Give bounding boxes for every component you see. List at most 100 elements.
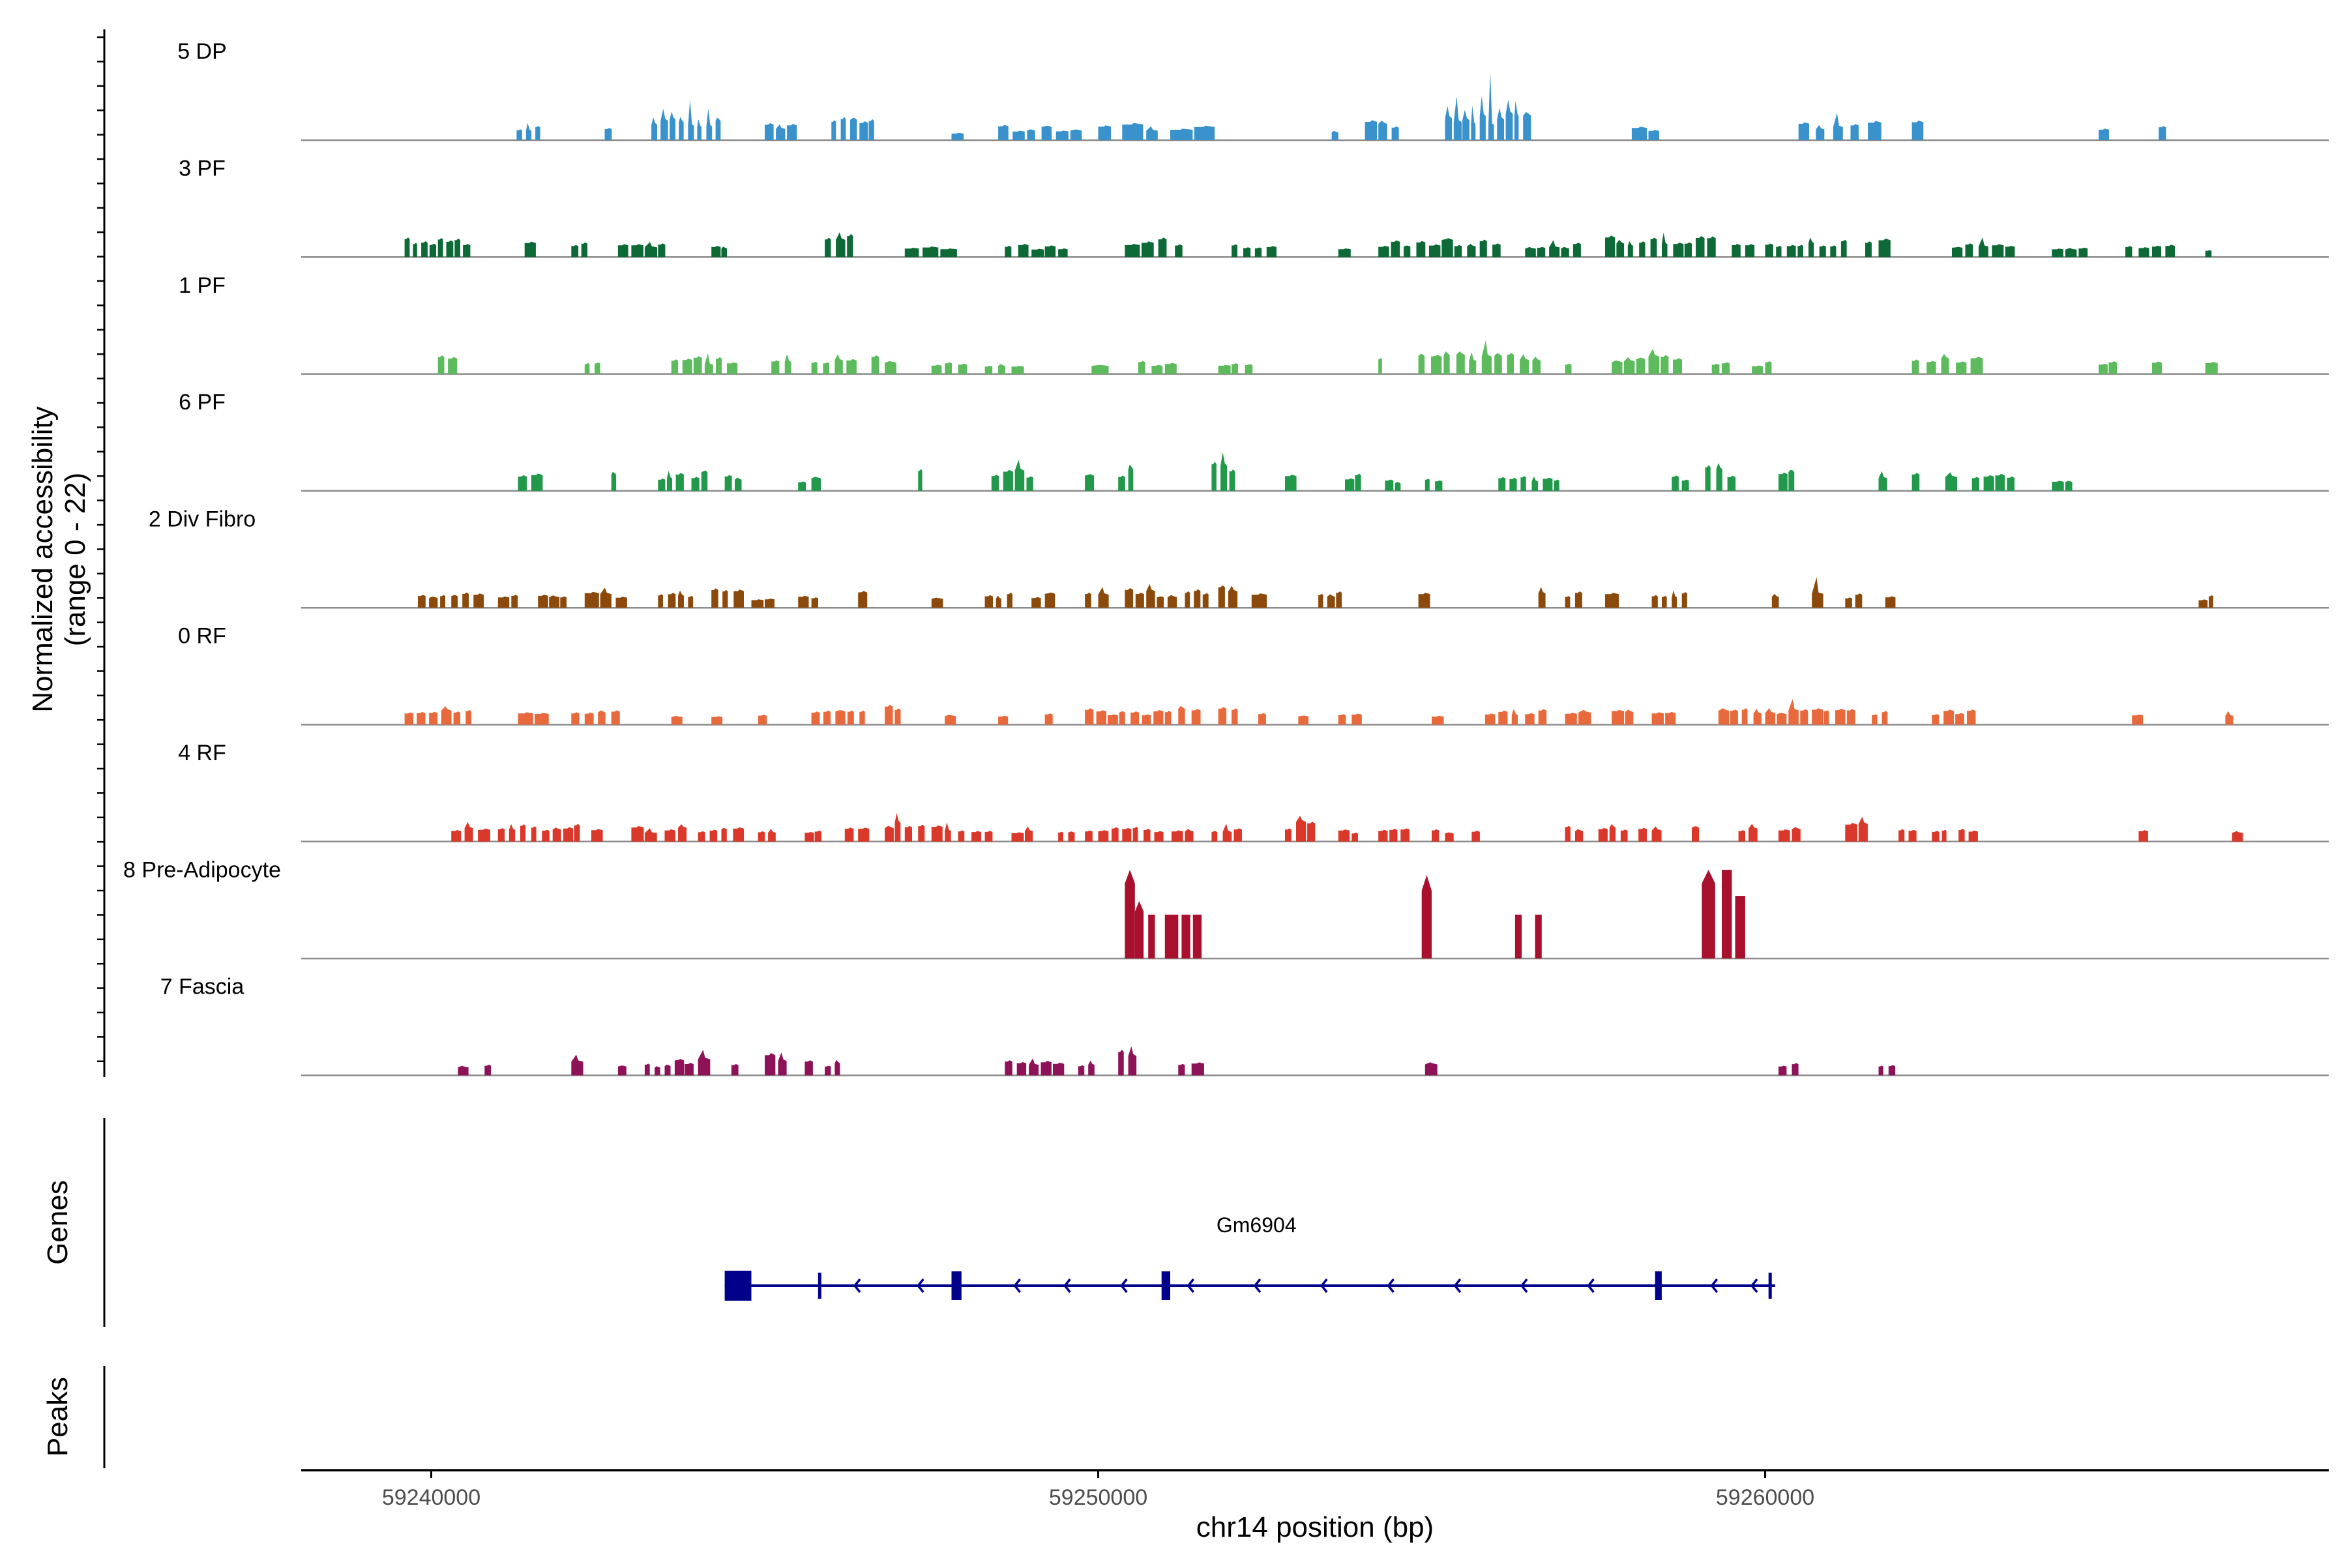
coverage-peak bbox=[2052, 247, 2088, 258]
coverage-peak bbox=[798, 595, 818, 608]
coverage-block bbox=[1148, 914, 1155, 959]
coverage-peak bbox=[1125, 237, 1183, 258]
coverage-peak bbox=[1418, 593, 1430, 608]
coverage-peak bbox=[664, 1059, 685, 1076]
coverage-peak bbox=[1565, 709, 1591, 725]
coverage-peak bbox=[1718, 699, 1855, 725]
coverage-peak bbox=[1752, 361, 1772, 374]
coverage-peak bbox=[458, 1065, 469, 1076]
coverage-peak bbox=[991, 460, 1033, 491]
coverage-peak bbox=[516, 123, 540, 140]
coverage-peak bbox=[945, 715, 956, 725]
coverage-peak bbox=[858, 591, 868, 608]
gene-exon bbox=[724, 1271, 752, 1301]
coverage-peak bbox=[1078, 1060, 1095, 1076]
coverage-peak bbox=[825, 1059, 840, 1076]
coverage-peak bbox=[1005, 1058, 1065, 1076]
coverage-peak bbox=[1258, 713, 1266, 725]
coverage-peak bbox=[711, 716, 722, 725]
coverage-peak bbox=[591, 829, 603, 842]
coverage-peak bbox=[1612, 348, 1682, 374]
coverage-peak bbox=[404, 706, 471, 725]
coverage-peak bbox=[698, 827, 745, 842]
coverage-peak bbox=[1605, 232, 1716, 258]
gene-name-label: Gm6904 bbox=[1217, 1213, 1297, 1237]
coverage-peak bbox=[1285, 475, 1297, 491]
coverage-peak bbox=[1112, 827, 1164, 842]
coverage-peak bbox=[2205, 250, 2212, 258]
track-label: 7 Fascia bbox=[160, 975, 244, 999]
coverage-peak bbox=[1218, 707, 1238, 725]
coverage-peak bbox=[1692, 826, 1700, 842]
coverage-peak bbox=[1058, 831, 1075, 842]
coverage-peak bbox=[531, 823, 580, 842]
y-axis-label-line2: (range 0 - 22) bbox=[59, 473, 91, 647]
track-label: 5 DP bbox=[177, 39, 227, 64]
coverage-peak bbox=[1118, 1046, 1137, 1076]
coverage-peak bbox=[951, 132, 964, 140]
coverage-peak bbox=[604, 128, 612, 140]
coverage-peak bbox=[2225, 711, 2234, 725]
coverage-peak bbox=[2138, 830, 2148, 842]
coverage-peak bbox=[1672, 475, 1689, 491]
coverage-peak bbox=[931, 597, 943, 608]
strand-arrow bbox=[1063, 1278, 1071, 1294]
coverage-peak bbox=[811, 354, 857, 374]
coverage-peak bbox=[731, 1064, 739, 1076]
coverage-peak bbox=[984, 593, 1012, 608]
coverage-peak bbox=[1085, 587, 1109, 608]
coverage-peak bbox=[1898, 829, 1917, 842]
coverage-peak bbox=[611, 471, 617, 491]
coverage-peak bbox=[1732, 244, 1755, 258]
x-tick-label: 59250000 bbox=[1049, 1485, 1147, 1510]
coverage-peak bbox=[1845, 816, 1868, 842]
coverage-peak bbox=[538, 595, 567, 608]
strand-arrow bbox=[1387, 1278, 1395, 1294]
coverage-peak bbox=[871, 355, 896, 374]
coverage-peak bbox=[1211, 823, 1242, 842]
strand-arrow bbox=[1453, 1278, 1462, 1294]
gene-exon bbox=[818, 1273, 821, 1299]
coverage-peak bbox=[1471, 831, 1480, 842]
coverage-peak bbox=[644, 1063, 660, 1076]
coverage-peak bbox=[1765, 237, 1847, 258]
coverage-peak bbox=[885, 812, 901, 842]
coverage-peak bbox=[1424, 1062, 1438, 1076]
strand-arrow bbox=[1587, 1278, 1595, 1294]
coverage-peak bbox=[825, 232, 853, 258]
coverage-peak bbox=[1958, 829, 1978, 842]
track-label: 0 RF bbox=[178, 624, 226, 649]
coverage-peak bbox=[437, 355, 458, 374]
coverage-peak bbox=[1232, 244, 1277, 258]
coverage-peak bbox=[1005, 244, 1068, 258]
coverage-peak bbox=[798, 477, 821, 491]
coverage-peak bbox=[685, 1050, 711, 1076]
coverage-peak bbox=[1932, 709, 1976, 725]
coverage-peak bbox=[1285, 816, 1316, 842]
track-5-dp: 5 DP bbox=[177, 39, 2329, 141]
coverage-peak bbox=[658, 471, 684, 491]
coverage-peak bbox=[1711, 362, 1730, 374]
coverage-peak bbox=[844, 827, 870, 842]
coverage-peak bbox=[497, 823, 526, 842]
coverage-peak bbox=[664, 824, 687, 842]
coverage-peak bbox=[1779, 1063, 1799, 1076]
gene-gm6904: Gm6904 bbox=[724, 1213, 1775, 1301]
track-7-fascia: 7 Fascia bbox=[160, 975, 2329, 1076]
strand-arrow bbox=[1750, 1278, 1758, 1294]
coverage-peak bbox=[671, 716, 683, 725]
coverage-peak bbox=[2099, 128, 2110, 140]
coverage-peak bbox=[2052, 481, 2073, 491]
coverage-peak bbox=[451, 821, 490, 842]
coverage-peak bbox=[1178, 1062, 1204, 1076]
coverage-peak bbox=[524, 241, 536, 258]
coverage-peak bbox=[1598, 824, 1628, 842]
strand-arrow bbox=[1253, 1278, 1262, 1294]
coverage-peak bbox=[1011, 826, 1033, 842]
coverage-block bbox=[1134, 901, 1144, 959]
coverage-peak bbox=[1338, 713, 1362, 725]
coverage-peak bbox=[617, 242, 666, 258]
x-axis-label: chr14 position (bp) bbox=[1196, 1511, 1434, 1543]
coverage-peak bbox=[1218, 363, 1253, 374]
coverage-peak bbox=[1091, 364, 1109, 374]
